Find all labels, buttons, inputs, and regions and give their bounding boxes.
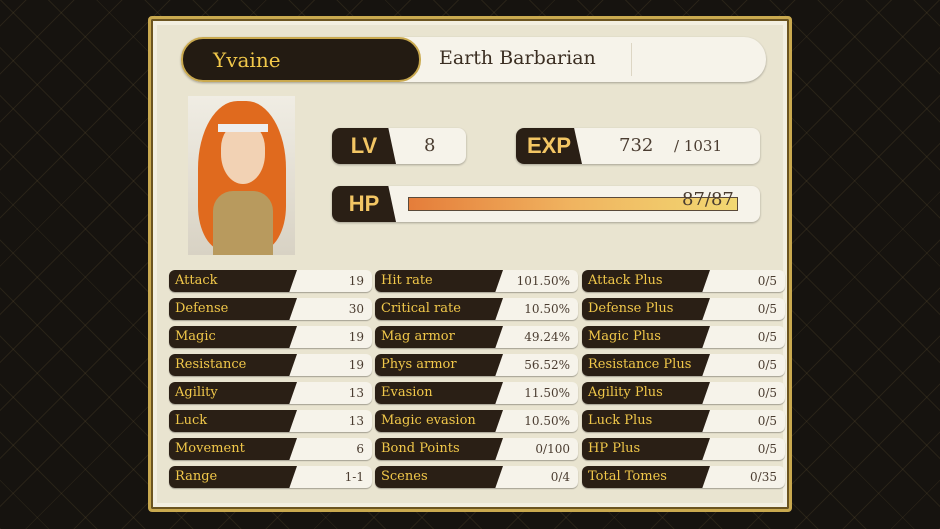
stat-row-bond-points: Bond Points 0/100 — [375, 438, 578, 460]
stat-label: Resistance Plus — [582, 354, 710, 376]
stat-value: 0/100 — [535, 442, 570, 456]
stat-row-magic-evasion: Magic evasion 10.50% — [375, 410, 578, 432]
stat-label: Mag armor — [375, 326, 503, 348]
stat-row-agility: Agility 13 — [169, 382, 372, 404]
stat-value: 13 — [348, 386, 364, 400]
exp-current: 732 — [619, 135, 654, 156]
name-bar: Yvaine Earth Barbarian — [181, 37, 766, 82]
stat-value: 19 — [348, 358, 364, 372]
character-portrait — [188, 96, 295, 255]
stat-value: 0/5 — [757, 442, 777, 456]
level-label: LV — [332, 128, 396, 164]
stat-row-total-tomes: Total Tomes 0/35 — [582, 466, 785, 488]
stat-label: Scenes — [375, 466, 503, 488]
stat-value: 0/5 — [757, 358, 777, 372]
stat-row-phys-armor: Phys armor 56.52% — [375, 354, 578, 376]
stat-row-hp-plus: HP Plus 0/5 — [582, 438, 785, 460]
stat-value: 6 — [356, 442, 364, 456]
stat-label: Luck Plus — [582, 410, 710, 432]
stat-label: Phys armor — [375, 354, 503, 376]
stat-row-range: Range 1-1 — [169, 466, 372, 488]
stat-label: Magic evasion — [375, 410, 503, 432]
stat-value: 19 — [348, 274, 364, 288]
portrait-headband — [218, 124, 268, 132]
stat-label: Movement — [169, 438, 297, 460]
level-box: LV 8 — [332, 128, 466, 164]
stat-label: Hit rate — [375, 270, 503, 292]
stat-row-defense: Defense 30 — [169, 298, 372, 320]
stat-label: Luck — [169, 410, 297, 432]
stat-label: Defense Plus — [582, 298, 710, 320]
stat-row-critical-rate: Critical rate 10.50% — [375, 298, 578, 320]
stat-row-attack-plus: Attack Plus 0/5 — [582, 270, 785, 292]
stat-value: 0/4 — [550, 470, 570, 484]
stat-value: 0/35 — [750, 470, 777, 484]
stat-row-luck-plus: Luck Plus 0/5 — [582, 410, 785, 432]
stat-label: Magic — [169, 326, 297, 348]
stat-label: Attack Plus — [582, 270, 710, 292]
character-name: Yvaine — [181, 37, 421, 82]
stat-row-hit-rate: Hit rate 101.50% — [375, 270, 578, 292]
stat-row-scenes: Scenes 0/4 — [375, 466, 578, 488]
stat-value: 13 — [348, 414, 364, 428]
stat-value: 30 — [348, 302, 364, 316]
stat-value: 19 — [348, 330, 364, 344]
stat-value: 0/5 — [757, 274, 777, 288]
portrait-face — [221, 124, 265, 184]
stat-label: Attack — [169, 270, 297, 292]
stat-row-movement: Movement 6 — [169, 438, 372, 460]
stat-row-resistance: Resistance 19 — [169, 354, 372, 376]
stat-row-mag-armor: Mag armor 49.24% — [375, 326, 578, 348]
stat-label: Total Tomes — [582, 466, 710, 488]
character-class: Earth Barbarian — [439, 47, 596, 69]
stat-label: Magic Plus — [582, 326, 710, 348]
stat-value: 49.24% — [524, 330, 570, 344]
hp-value: 87/87 — [682, 189, 734, 210]
exp-max: / 1031 — [674, 137, 722, 155]
stat-value: 56.52% — [524, 358, 570, 372]
divider — [631, 43, 632, 76]
stat-row-defense-plus: Defense Plus 0/5 — [582, 298, 785, 320]
stat-value: 0/5 — [757, 302, 777, 316]
hp-label: HP — [332, 186, 396, 222]
stat-value: 11.50% — [524, 386, 570, 400]
character-status-panel: Yvaine Earth Barbarian LV 8 EXP 732 / 10… — [148, 16, 792, 512]
stat-label: Resistance — [169, 354, 297, 376]
stat-label: Range — [169, 466, 297, 488]
stat-row-resistance-plus: Resistance Plus 0/5 — [582, 354, 785, 376]
stat-row-evasion: Evasion 11.50% — [375, 382, 578, 404]
stat-value: 0/5 — [757, 330, 777, 344]
stat-row-magic-plus: Magic Plus 0/5 — [582, 326, 785, 348]
stat-value: 0/5 — [757, 386, 777, 400]
stat-label: Defense — [169, 298, 297, 320]
exp-label: EXP — [516, 128, 582, 164]
stat-value: 1-1 — [344, 470, 364, 484]
stat-value: 101.50% — [516, 274, 570, 288]
stat-row-agility-plus: Agility Plus 0/5 — [582, 382, 785, 404]
stat-value: 10.50% — [524, 414, 570, 428]
stat-label: Critical rate — [375, 298, 503, 320]
stat-row-magic: Magic 19 — [169, 326, 372, 348]
stat-value: 10.50% — [524, 302, 570, 316]
stat-row-luck: Luck 13 — [169, 410, 372, 432]
stat-label: HP Plus — [582, 438, 710, 460]
hp-bar — [408, 197, 738, 211]
level-value: 8 — [424, 135, 436, 156]
portrait-body — [213, 191, 273, 255]
hp-box: HP 87/87 — [332, 186, 760, 222]
stat-label: Bond Points — [375, 438, 503, 460]
stat-row-attack: Attack 19 — [169, 270, 372, 292]
stat-label: Agility — [169, 382, 297, 404]
exp-box: EXP 732 / 1031 — [516, 128, 760, 164]
stat-label: Agility Plus — [582, 382, 710, 404]
stat-label: Evasion — [375, 382, 503, 404]
stat-value: 0/5 — [757, 414, 777, 428]
